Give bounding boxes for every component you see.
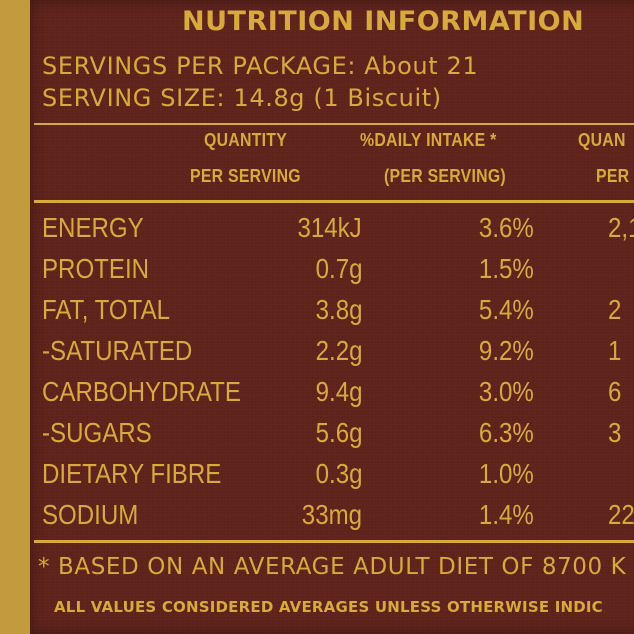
footnote-diet: * BASED ON AN AVERAGE ADULT DIET OF 8700… bbox=[38, 554, 627, 580]
qty-per-serving: 33mg bbox=[301, 499, 362, 530]
qty-per-100g: 3 bbox=[608, 417, 622, 448]
daily-intake: 5.4% bbox=[479, 294, 534, 325]
table-row: -SUGARS 5.6g 6.3% 3 bbox=[30, 417, 634, 457]
nutrient-name: FAT, TOTAL bbox=[42, 294, 171, 325]
di-header-line2: (PER SERVING) bbox=[384, 166, 506, 186]
daily-intake: 1.5% bbox=[479, 253, 534, 284]
qty-per-100g: 6 bbox=[608, 376, 622, 407]
qty-per-serving: 0.7g bbox=[315, 253, 362, 284]
panel-title: NUTRITION INFORMATION bbox=[182, 6, 585, 37]
header-rule bbox=[34, 123, 634, 125]
qty-per-100g: 1 bbox=[608, 335, 622, 366]
di-header-line1: %DAILY INTAKE * bbox=[360, 130, 497, 150]
nutrient-name: PROTEIN bbox=[42, 253, 150, 284]
serving-size: SERVING SIZE: 14.8g (1 Biscuit) bbox=[42, 84, 442, 112]
daily-intake: 6.3% bbox=[479, 417, 534, 448]
qty-per-serving: 5.6g bbox=[315, 417, 362, 448]
daily-intake: 9.2% bbox=[479, 335, 534, 366]
table-row: CARBOHYDRATE 9.4g 3.0% 6 bbox=[30, 376, 634, 416]
qty100-header-line1: QUAN bbox=[578, 130, 626, 150]
nutrient-name: SODIUM bbox=[42, 499, 139, 530]
qty-header-line2: PER SERVING bbox=[190, 166, 301, 186]
qty-per-100g: 2 bbox=[608, 294, 622, 325]
nutrient-name: -SATURATED bbox=[42, 335, 193, 366]
table-row: ENERGY 314kJ 3.6% 2,12 bbox=[30, 212, 634, 252]
table-top-rule bbox=[34, 200, 634, 203]
qty-per-100g: 22( bbox=[608, 499, 634, 530]
nutrition-panel: NUTRITION INFORMATION SERVINGS PER PACKA… bbox=[30, 0, 634, 634]
qty100-header-line2: PER bbox=[596, 166, 630, 186]
qty-per-100g: 2,12 bbox=[608, 212, 634, 243]
nutrient-name: ENERGY bbox=[42, 212, 144, 243]
qty-header-line1: QUANTITY bbox=[204, 130, 288, 150]
table-row: PROTEIN 0.7g 1.5% bbox=[30, 253, 634, 293]
daily-intake: 1.4% bbox=[479, 499, 534, 530]
servings-per-package: SERVINGS PER PACKAGE: About 21 bbox=[42, 52, 479, 80]
table-row: -SATURATED 2.2g 9.2% 1 bbox=[30, 335, 634, 375]
footnote-averages: ALL VALUES CONSIDERED AVERAGES UNLESS OT… bbox=[54, 598, 603, 616]
qty-per-serving: 0.3g bbox=[315, 458, 362, 489]
qty-per-serving: 2.2g bbox=[315, 335, 362, 366]
qty-per-serving: 9.4g bbox=[315, 376, 362, 407]
daily-intake: 1.0% bbox=[479, 458, 534, 489]
table-row: SODIUM 33mg 1.4% 22( bbox=[30, 499, 634, 539]
daily-intake: 3.6% bbox=[479, 212, 534, 243]
table-bottom-rule bbox=[34, 540, 634, 543]
nutrient-name: -SUGARS bbox=[42, 417, 152, 448]
qty-per-serving: 3.8g bbox=[315, 294, 362, 325]
nutrient-name: CARBOHYDRATE bbox=[42, 376, 241, 407]
qty-per-serving: 314kJ bbox=[297, 212, 362, 243]
table-row: DIETARY FIBRE 0.3g 1.0% bbox=[30, 458, 634, 498]
daily-intake: 3.0% bbox=[479, 376, 534, 407]
table-row: FAT, TOTAL 3.8g 5.4% 2 bbox=[30, 294, 634, 334]
nutrient-name: DIETARY FIBRE bbox=[42, 458, 222, 489]
